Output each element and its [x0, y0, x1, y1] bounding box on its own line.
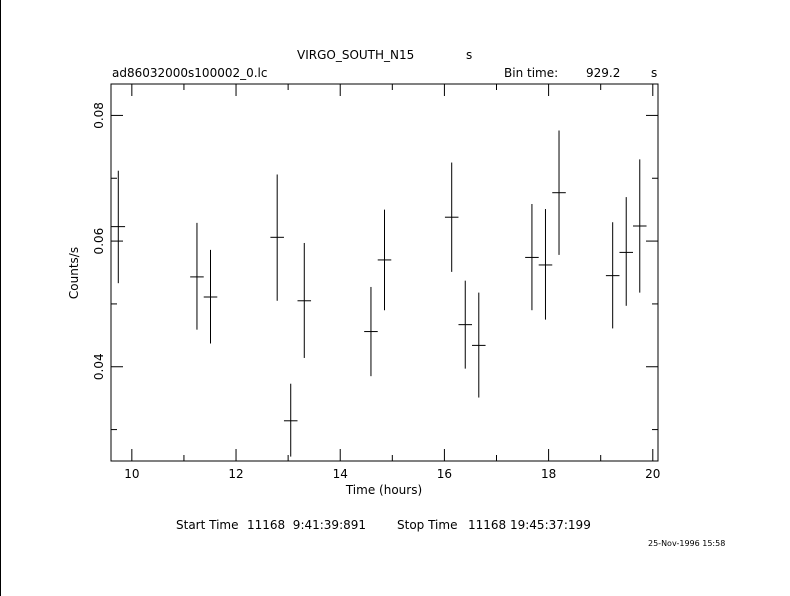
- data-point: [111, 170, 126, 284]
- data-point: [297, 242, 312, 358]
- x-axis-label: Time (hours): [345, 483, 422, 497]
- x-tick-label: 18: [541, 467, 556, 481]
- y-tick-label: 0.04: [92, 353, 106, 380]
- y-tick-label: 0.08: [92, 102, 106, 129]
- window-left-edge: [0, 0, 1, 596]
- x-tick-label: 14: [333, 467, 348, 481]
- stop-time-label: Stop Time: [397, 518, 458, 532]
- object-name-label: VIRGO_SOUTH_N15: [297, 48, 415, 62]
- x-tick-label: 10: [124, 467, 139, 481]
- y-tick-label: 0.06: [92, 228, 106, 255]
- data-point: [552, 130, 566, 255]
- bin-time-value: 929.2: [586, 66, 621, 80]
- bin-time-label: Bin time:: [504, 66, 559, 80]
- data-point: [538, 209, 553, 320]
- start-time-value: 11168 9:41:39:891: [247, 518, 367, 532]
- x-tick-label: 12: [228, 467, 243, 481]
- start-time-label: Start Time: [176, 518, 239, 532]
- bin-time-unit: s: [651, 66, 658, 80]
- plot-frame: [110, 83, 659, 462]
- data-point: [190, 222, 204, 330]
- data-point: [605, 222, 620, 329]
- x-tick-label: 20: [645, 467, 660, 481]
- data-point: [444, 162, 459, 272]
- x-tick-label: 16: [437, 467, 452, 481]
- data-point: [472, 292, 486, 398]
- data-point: [632, 159, 647, 293]
- data-point: [270, 174, 284, 301]
- data-point: [283, 383, 298, 457]
- data-point: [377, 209, 392, 311]
- file-name-label: ad86032000s100002_0.lc: [112, 66, 268, 80]
- stop-time-value: 11168 19:45:37:199: [468, 518, 591, 532]
- object-suffix-label: s: [466, 48, 473, 62]
- data-point: [203, 249, 218, 344]
- data-point: [364, 286, 378, 377]
- data-point: [458, 280, 473, 369]
- data-point: [525, 204, 539, 311]
- plot-timestamp: 25-Nov-1996 15:58: [648, 539, 726, 548]
- y-axis-label: Counts/s: [67, 247, 81, 299]
- data-point: [619, 197, 633, 306]
